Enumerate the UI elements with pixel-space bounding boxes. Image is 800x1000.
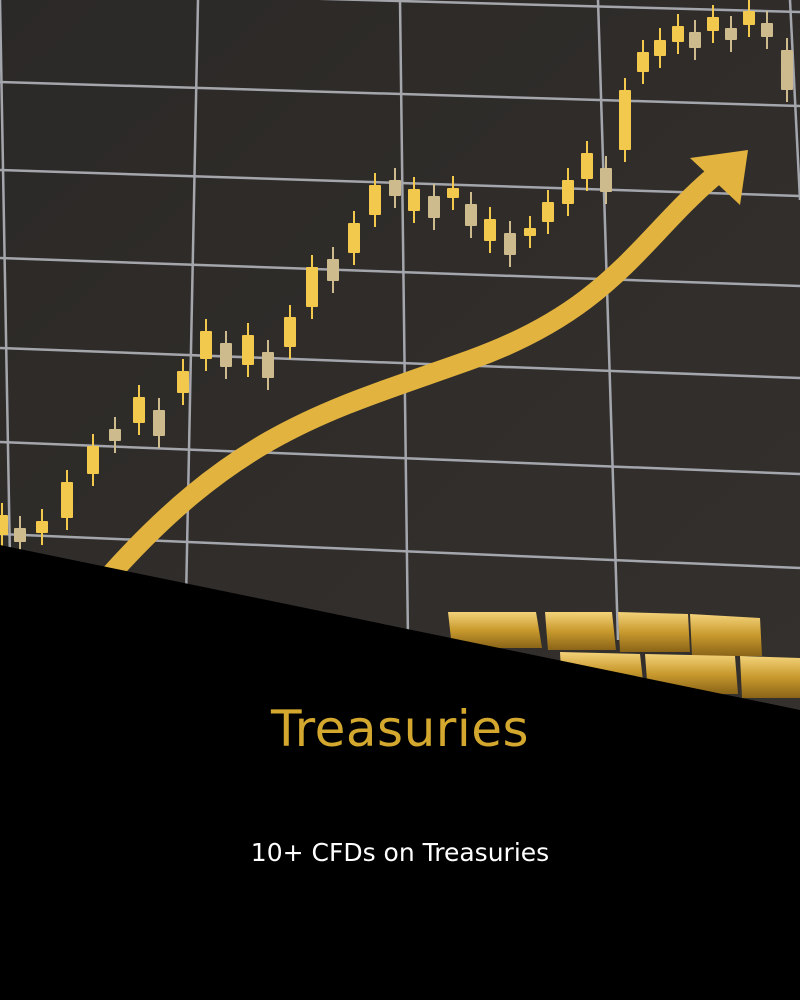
candlestick <box>36 509 48 545</box>
candlestick <box>200 319 212 371</box>
diagonal-black-panel <box>0 545 800 720</box>
candlestick <box>133 385 145 435</box>
rising-arrow-head <box>690 150 748 205</box>
candlestick <box>306 255 318 319</box>
candlestick <box>689 20 701 60</box>
candlestick <box>562 168 574 216</box>
candlestick <box>542 190 554 234</box>
candlestick <box>743 0 755 37</box>
candlestick <box>348 211 360 265</box>
candlestick <box>524 216 536 248</box>
candlestick <box>707 5 719 43</box>
candlestick <box>504 221 516 267</box>
candlestick <box>262 340 274 390</box>
rising-arrow-shaft <box>100 168 722 585</box>
candlestick <box>581 141 593 191</box>
candlestick <box>637 40 649 84</box>
candlestick <box>619 78 631 162</box>
candlestick <box>14 516 26 554</box>
candlestick <box>327 247 339 293</box>
candlestick <box>177 359 189 405</box>
candlestick <box>725 16 737 52</box>
candlestick <box>109 417 121 453</box>
candlestick <box>600 156 612 204</box>
candlestick <box>428 184 440 230</box>
candlestick <box>87 434 99 486</box>
candlestick <box>242 323 254 377</box>
candlestick <box>654 28 666 68</box>
candlestick-series <box>0 0 793 554</box>
candlestick <box>672 14 684 54</box>
candlestick <box>465 192 477 238</box>
card-title: Treasuries <box>270 700 530 758</box>
candlestick <box>369 173 381 227</box>
candlestick <box>408 177 420 223</box>
candlestick <box>761 11 773 49</box>
candlestick <box>0 503 8 547</box>
candlestick <box>484 207 496 253</box>
candlestick <box>220 331 232 379</box>
candlestick <box>284 305 296 359</box>
candlestick <box>61 470 73 530</box>
candlestick <box>447 176 459 210</box>
card-subtitle: 10+ CFDs on Treasuries <box>250 838 550 867</box>
candlestick <box>781 38 793 102</box>
candlestick <box>389 168 401 208</box>
candlestick <box>153 398 165 448</box>
hero-chart-image <box>0 0 800 720</box>
